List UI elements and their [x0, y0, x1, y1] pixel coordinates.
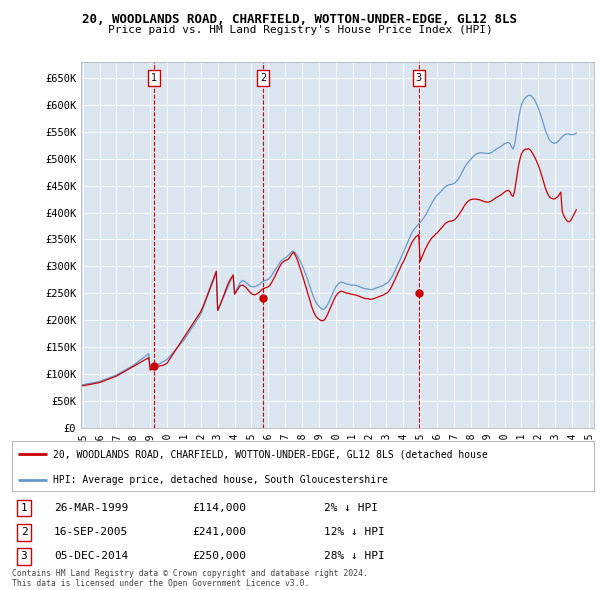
- Text: 3: 3: [20, 552, 28, 561]
- Text: £241,000: £241,000: [192, 527, 246, 537]
- Text: 28% ↓ HPI: 28% ↓ HPI: [324, 552, 385, 561]
- Text: 20, WOODLANDS ROAD, CHARFIELD, WOTTON-UNDER-EDGE, GL12 8LS: 20, WOODLANDS ROAD, CHARFIELD, WOTTON-UN…: [83, 13, 517, 26]
- Text: Contains HM Land Registry data © Crown copyright and database right 2024.
This d: Contains HM Land Registry data © Crown c…: [12, 569, 368, 588]
- Text: £114,000: £114,000: [192, 503, 246, 513]
- Text: 2: 2: [260, 73, 266, 83]
- Text: 20, WOODLANDS ROAD, CHARFIELD, WOTTON-UNDER-EDGE, GL12 8LS (detached house: 20, WOODLANDS ROAD, CHARFIELD, WOTTON-UN…: [53, 449, 487, 459]
- Text: HPI: Average price, detached house, South Gloucestershire: HPI: Average price, detached house, Sout…: [53, 475, 388, 485]
- Text: 2: 2: [20, 527, 28, 537]
- Text: 26-MAR-1999: 26-MAR-1999: [54, 503, 128, 513]
- Text: 2% ↓ HPI: 2% ↓ HPI: [324, 503, 378, 513]
- Text: 1: 1: [151, 73, 157, 83]
- Text: 16-SEP-2005: 16-SEP-2005: [54, 527, 128, 537]
- Text: 1: 1: [20, 503, 28, 513]
- Text: Price paid vs. HM Land Registry's House Price Index (HPI): Price paid vs. HM Land Registry's House …: [107, 25, 493, 35]
- Text: 05-DEC-2014: 05-DEC-2014: [54, 552, 128, 561]
- Text: 12% ↓ HPI: 12% ↓ HPI: [324, 527, 385, 537]
- Text: £250,000: £250,000: [192, 552, 246, 561]
- Text: 3: 3: [416, 73, 422, 83]
